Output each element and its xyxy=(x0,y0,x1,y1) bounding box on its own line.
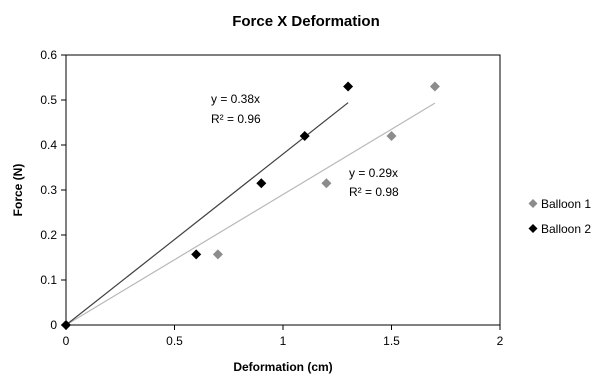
legend-marker-balloon-1 xyxy=(528,199,538,208)
data-point-balloon-1 xyxy=(386,131,397,141)
data-points xyxy=(61,81,440,330)
x-tick-label: 2 xyxy=(497,334,504,348)
data-point-balloon-1 xyxy=(429,81,440,92)
legend: Balloon 1 Balloon 2 xyxy=(528,197,591,236)
legend-item-balloon-2: Balloon 2 xyxy=(528,222,591,236)
balloon-2-equation: y = 0.38x xyxy=(211,92,260,106)
trendline-balloon-1 xyxy=(65,102,436,326)
x-tick-label: 0 xyxy=(63,334,70,348)
data-point-balloon-2 xyxy=(61,320,71,330)
data-point-balloon-2 xyxy=(191,249,202,260)
trendlines xyxy=(65,102,436,326)
x-tick-label: 0.5 xyxy=(166,334,183,348)
y-tick-label: 0.5 xyxy=(40,93,57,107)
x-tick-label: 1 xyxy=(280,334,287,348)
data-point-balloon-2 xyxy=(343,81,354,92)
x-axis-ticks: 0 0.5 1 1.5 2 xyxy=(63,325,504,348)
data-point-balloon-2 xyxy=(256,178,267,189)
trendline-balloon-2 xyxy=(65,102,349,326)
y-tick-label: 0 xyxy=(50,318,57,332)
y-axis-ticks: 0 0.1 0.2 0.3 0.4 0.5 0.6 xyxy=(40,48,66,332)
y-tick-label: 0.1 xyxy=(40,273,57,287)
plot-area-border xyxy=(65,54,501,326)
y-tick-label: 0.3 xyxy=(40,183,57,197)
data-point-balloon-1 xyxy=(321,178,332,189)
legend-item-balloon-1: Balloon 1 xyxy=(528,197,591,211)
balloon-1-equation: y = 0.29x xyxy=(349,166,398,180)
legend-marker-balloon-2 xyxy=(528,224,538,233)
y-tick-label: 0.6 xyxy=(40,48,57,62)
chart-title: Force X Deformation xyxy=(232,13,380,30)
data-point-balloon-1 xyxy=(212,249,223,260)
x-tick-label: 1.5 xyxy=(383,334,400,348)
data-point-balloon-2 xyxy=(299,131,310,141)
y-axis-title: Force (N) xyxy=(11,164,25,217)
x-axis-title: Deformation (cm) xyxy=(233,360,332,374)
legend-label-balloon-1: Balloon 1 xyxy=(541,197,591,211)
legend-label-balloon-2: Balloon 2 xyxy=(541,222,591,236)
balloon-1-r-squared: R² = 0.98 xyxy=(349,185,399,199)
balloon-2-r-squared: R² = 0.96 xyxy=(211,112,261,126)
y-tick-label: 0.4 xyxy=(40,138,57,152)
y-tick-label: 0.2 xyxy=(40,228,57,242)
